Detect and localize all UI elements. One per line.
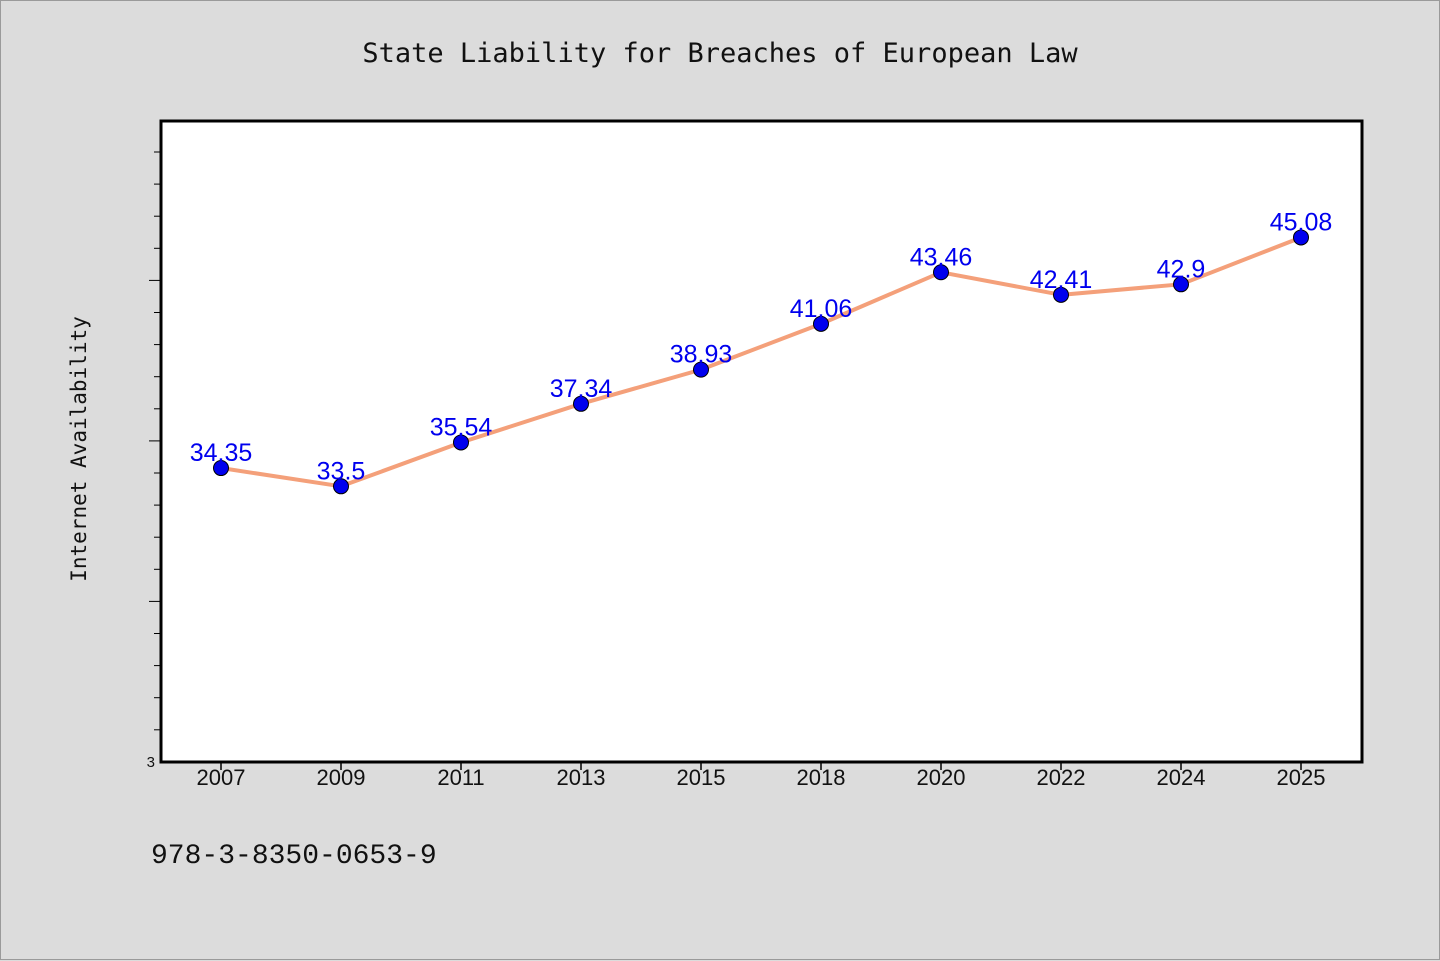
y-axis-ticks: 3 [147,151,161,771]
y-tick-label: 3 [147,754,155,771]
data-point-marker [1053,286,1069,303]
series-layer [213,229,1309,495]
data-label: 41.06 [790,295,853,323]
data-labels-layer: 34.35 33.5 35.54 37.34 38.93 41.06 43.46 42.41 4… [190,208,1333,485]
x-tick-label: 2024 [1157,765,1206,790]
data-label: 42.41 [1030,266,1093,294]
x-tick-label: 2013 [557,765,606,790]
x-tick-label: 2025 [1277,765,1326,790]
data-point-marker [213,460,229,477]
x-axis-ticks: 2007 2009 2011 2013 2015 2018 2020 2022 2024 2025 [197,762,1326,790]
x-tick-label: 2022 [1037,765,1086,790]
plot-area [159,119,1364,764]
x-tick-label: 2015 [677,765,726,790]
data-label: 35.54 [430,413,493,441]
data-point-marker [573,395,589,412]
data-point-marker [333,478,349,495]
data-point-marker [933,264,949,281]
data-point-marker [813,315,829,332]
x-tick-label: 2007 [197,765,246,790]
isbn-footer: 978-3-8350-0653-9 [151,841,437,872]
x-tick-label: 2009 [317,765,366,790]
x-tick-label: 2018 [797,765,846,790]
data-point-marker [453,434,469,451]
chart-title: State Liability for Breaches of European… [362,38,1078,69]
data-label: 38.93 [670,341,733,369]
data-label: 33.5 [317,457,366,485]
x-tick-label: 2020 [917,765,966,790]
data-label: 34.35 [190,439,253,467]
data-label: 43.46 [910,243,973,271]
data-label: 37.34 [550,375,613,403]
series-line [220,235,1302,489]
data-point-marker [1293,229,1309,246]
x-tick-label: 2011 [437,765,484,790]
data-label: 45.08 [1270,208,1333,236]
data-label: 42.9 [1157,255,1206,283]
data-point-marker [693,361,709,378]
y-axis-label: Internet Availability [67,316,91,582]
data-point-marker [1173,276,1189,293]
